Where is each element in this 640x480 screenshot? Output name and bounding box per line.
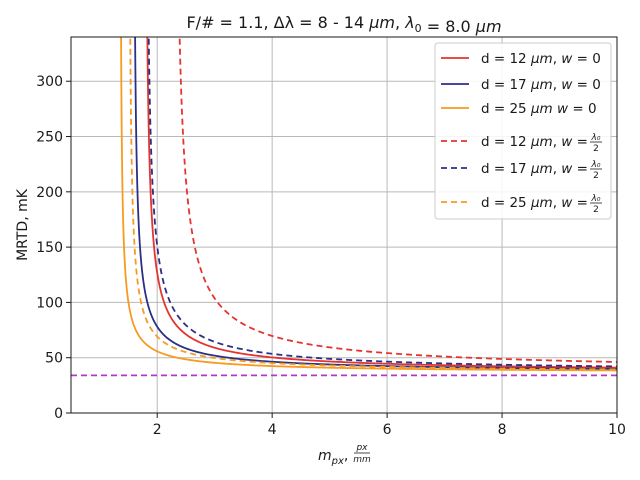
legend-label-5: d = 17 μm, w = xyxy=(481,161,588,177)
plot-frame xyxy=(70,36,618,414)
legend-label-4: d = 12 μm, w = xyxy=(481,134,588,150)
y-tick-label: 150 xyxy=(36,240,63,256)
y-tick-label: 0 xyxy=(54,406,63,422)
legend-frac-den-4: 2 xyxy=(593,144,599,154)
chart-title: F/# = 1.1, Δλ = 8 - 14 μm, λ0 = 8.0 μm xyxy=(186,13,501,36)
y-tick-label: 250 xyxy=(36,130,63,146)
series-line-1 xyxy=(146,37,617,369)
y-tick-label: 50 xyxy=(45,351,63,367)
legend-label-1: d = 12 μm, w = 0 xyxy=(481,51,601,67)
x-tick-label: 2 xyxy=(153,422,162,438)
x-title-text: mpx, xyxy=(318,448,348,467)
series-layer xyxy=(71,37,617,377)
x-axis-title: mpx, px mm xyxy=(318,443,371,467)
y-tick-label: 300 xyxy=(36,74,63,90)
legend-frac-den-5: 2 xyxy=(593,171,599,181)
legend-label-2: d = 17 μm, w = 0 xyxy=(481,77,601,93)
legend-frac-num-4: λ₀ xyxy=(591,133,601,143)
series-line-6 xyxy=(129,37,617,371)
legend-frac-num-5: λ₀ xyxy=(591,160,601,170)
y-axis-title: MRTD, mK xyxy=(15,188,31,261)
legend-box xyxy=(434,42,612,220)
legend-frac-den-6: 2 xyxy=(593,205,599,215)
legend: d = 12 μm, w = 0 d = 17 μm, w = 0 d = 25 μ… xyxy=(434,42,612,220)
legend-label-3: d = 25 μm w = 0 xyxy=(481,101,597,117)
x-tick-label: 4 xyxy=(268,422,277,438)
legend-label-6: d = 25 μm, w = xyxy=(481,195,588,211)
series-line-5 xyxy=(147,37,617,368)
x-title-frac-den: mm xyxy=(353,455,371,465)
y-tick-label: 200 xyxy=(36,185,63,201)
x-tick-label: 6 xyxy=(383,422,392,438)
series-line-3 xyxy=(120,37,617,372)
x-tick-label: 8 xyxy=(498,422,507,438)
legend-frac-num-6: λ₀ xyxy=(591,194,601,204)
y-tick-label: 100 xyxy=(36,295,63,311)
x-tick-label: 10 xyxy=(608,422,626,438)
x-title-frac-num: px xyxy=(355,443,368,453)
